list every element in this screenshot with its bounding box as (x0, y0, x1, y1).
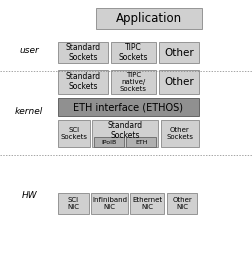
FancyBboxPatch shape (130, 193, 164, 214)
FancyBboxPatch shape (96, 8, 202, 29)
Text: ETH interface (ETHOS): ETH interface (ETHOS) (73, 102, 183, 112)
FancyBboxPatch shape (58, 120, 89, 147)
Text: TIPC
Sockets: TIPC Sockets (118, 43, 148, 62)
FancyBboxPatch shape (93, 137, 123, 147)
Text: ETH: ETH (134, 140, 147, 144)
Text: Ethernet
NIC: Ethernet NIC (132, 197, 162, 210)
FancyBboxPatch shape (111, 42, 155, 63)
FancyBboxPatch shape (159, 70, 198, 94)
FancyBboxPatch shape (58, 193, 88, 214)
FancyBboxPatch shape (91, 193, 127, 214)
Text: kernel: kernel (15, 108, 43, 116)
FancyBboxPatch shape (92, 120, 158, 147)
FancyBboxPatch shape (160, 120, 198, 147)
FancyBboxPatch shape (58, 98, 198, 116)
Text: Standard
Sockets: Standard Sockets (65, 43, 100, 62)
FancyBboxPatch shape (111, 70, 155, 94)
Text: Other
NIC: Other NIC (172, 197, 191, 210)
Text: TIPC
native/
Sockets: TIPC native/ Sockets (119, 72, 146, 92)
FancyBboxPatch shape (159, 42, 198, 63)
Text: SCI
NIC: SCI NIC (67, 197, 79, 210)
Text: Other: Other (164, 48, 193, 57)
FancyBboxPatch shape (125, 137, 156, 147)
FancyBboxPatch shape (58, 42, 107, 63)
Text: Standard
Sockets: Standard Sockets (107, 121, 142, 140)
FancyBboxPatch shape (166, 193, 197, 214)
Text: Application: Application (116, 12, 182, 25)
Text: HW: HW (21, 192, 37, 200)
Text: SCI
Sockets: SCI Sockets (60, 127, 87, 140)
Text: Other: Other (164, 77, 193, 87)
Text: Infiniband
NIC: Infiniband NIC (91, 197, 127, 210)
Text: Standard
Sockets: Standard Sockets (65, 72, 100, 92)
Text: Other
Sockets: Other Sockets (166, 127, 192, 140)
Text: user: user (19, 46, 39, 55)
FancyBboxPatch shape (58, 70, 107, 94)
Text: IPoIB: IPoIB (101, 140, 116, 144)
